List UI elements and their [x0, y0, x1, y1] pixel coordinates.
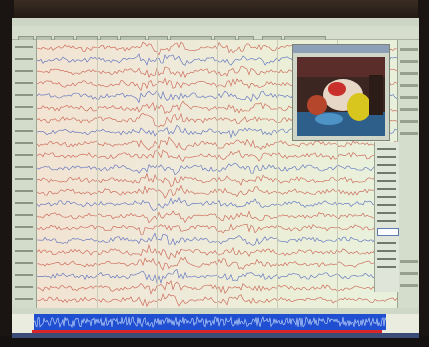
time-marker-bar[interactable] [32, 330, 382, 333]
side-panel-row[interactable] [377, 156, 396, 158]
channel-label[interactable] [15, 226, 33, 228]
channel-label[interactable] [15, 142, 33, 144]
monitor-bezel-bottom [0, 336, 429, 347]
channel-label[interactable] [15, 58, 33, 60]
eeg-application-window [12, 18, 419, 338]
side-panel-row[interactable] [377, 204, 396, 206]
side-panel-row[interactable] [377, 172, 396, 174]
channel-label[interactable] [15, 262, 33, 264]
side-panel-row[interactable] [377, 148, 396, 150]
recording-overview-bar[interactable] [34, 314, 386, 330]
channel-label[interactable] [15, 190, 33, 192]
panel-row[interactable] [400, 72, 418, 75]
panel-row[interactable] [400, 84, 418, 87]
channel-label[interactable] [15, 106, 33, 108]
monitor-bezel-right [418, 0, 429, 347]
side-panel-row[interactable] [377, 188, 396, 190]
overview-trace-line [34, 315, 386, 329]
side-panel-row[interactable] [377, 250, 396, 252]
panel-row[interactable] [400, 120, 418, 123]
side-panel-row[interactable] [377, 258, 396, 260]
panel-row[interactable] [400, 284, 418, 287]
channel-label[interactable] [15, 94, 33, 96]
video-icon [297, 57, 385, 136]
panel-row[interactable] [400, 48, 418, 51]
monitor-bezel-left [0, 0, 14, 347]
panel-row[interactable] [400, 260, 418, 263]
channel-label[interactable] [15, 274, 33, 276]
panel-row[interactable] [400, 108, 418, 111]
time-gridline [157, 40, 158, 308]
time-gridline [217, 40, 218, 308]
channel-label[interactable] [15, 298, 33, 300]
monitor-bezel-top [0, 0, 429, 22]
channel-label[interactable] [15, 214, 33, 216]
channel-label-column [12, 40, 37, 308]
channel-label[interactable] [15, 154, 33, 156]
channel-label[interactable] [15, 166, 33, 168]
channel-label[interactable] [15, 250, 33, 252]
video-window[interactable] [292, 44, 390, 141]
panel-row[interactable] [400, 60, 418, 63]
channel-label[interactable] [15, 82, 33, 84]
status-bar [12, 308, 419, 314]
channel-label[interactable] [15, 46, 33, 48]
video-window-titlebar[interactable] [293, 45, 389, 53]
side-panel-field[interactable] [377, 228, 399, 236]
channel-label[interactable] [15, 70, 33, 72]
channel-label[interactable] [15, 286, 33, 288]
channel-side-panel [374, 142, 399, 292]
side-panel-row[interactable] [377, 242, 396, 244]
time-gridline [277, 40, 278, 308]
side-panel-row[interactable] [377, 180, 396, 182]
channel-label[interactable] [15, 118, 33, 120]
taskbar [12, 333, 419, 338]
channel-label[interactable] [15, 238, 33, 240]
channel-label[interactable] [15, 202, 33, 204]
time-gridline [337, 40, 338, 308]
overview-waveform [34, 315, 386, 329]
eeg-trace-area[interactable] [36, 40, 398, 308]
title-bar [12, 18, 419, 26]
channel-label[interactable] [15, 130, 33, 132]
panel-row[interactable] [400, 272, 418, 275]
side-panel-row[interactable] [377, 266, 396, 268]
toolbar [12, 26, 419, 46]
right-scroll-panel [397, 40, 419, 308]
side-panel-row[interactable] [377, 164, 396, 166]
panel-row[interactable] [400, 96, 418, 99]
time-gridline [97, 40, 98, 308]
channel-label[interactable] [15, 178, 33, 180]
side-panel-row[interactable] [377, 220, 396, 222]
side-panel-row[interactable] [377, 212, 396, 214]
panel-row[interactable] [400, 132, 418, 135]
side-panel-row[interactable] [377, 196, 396, 198]
